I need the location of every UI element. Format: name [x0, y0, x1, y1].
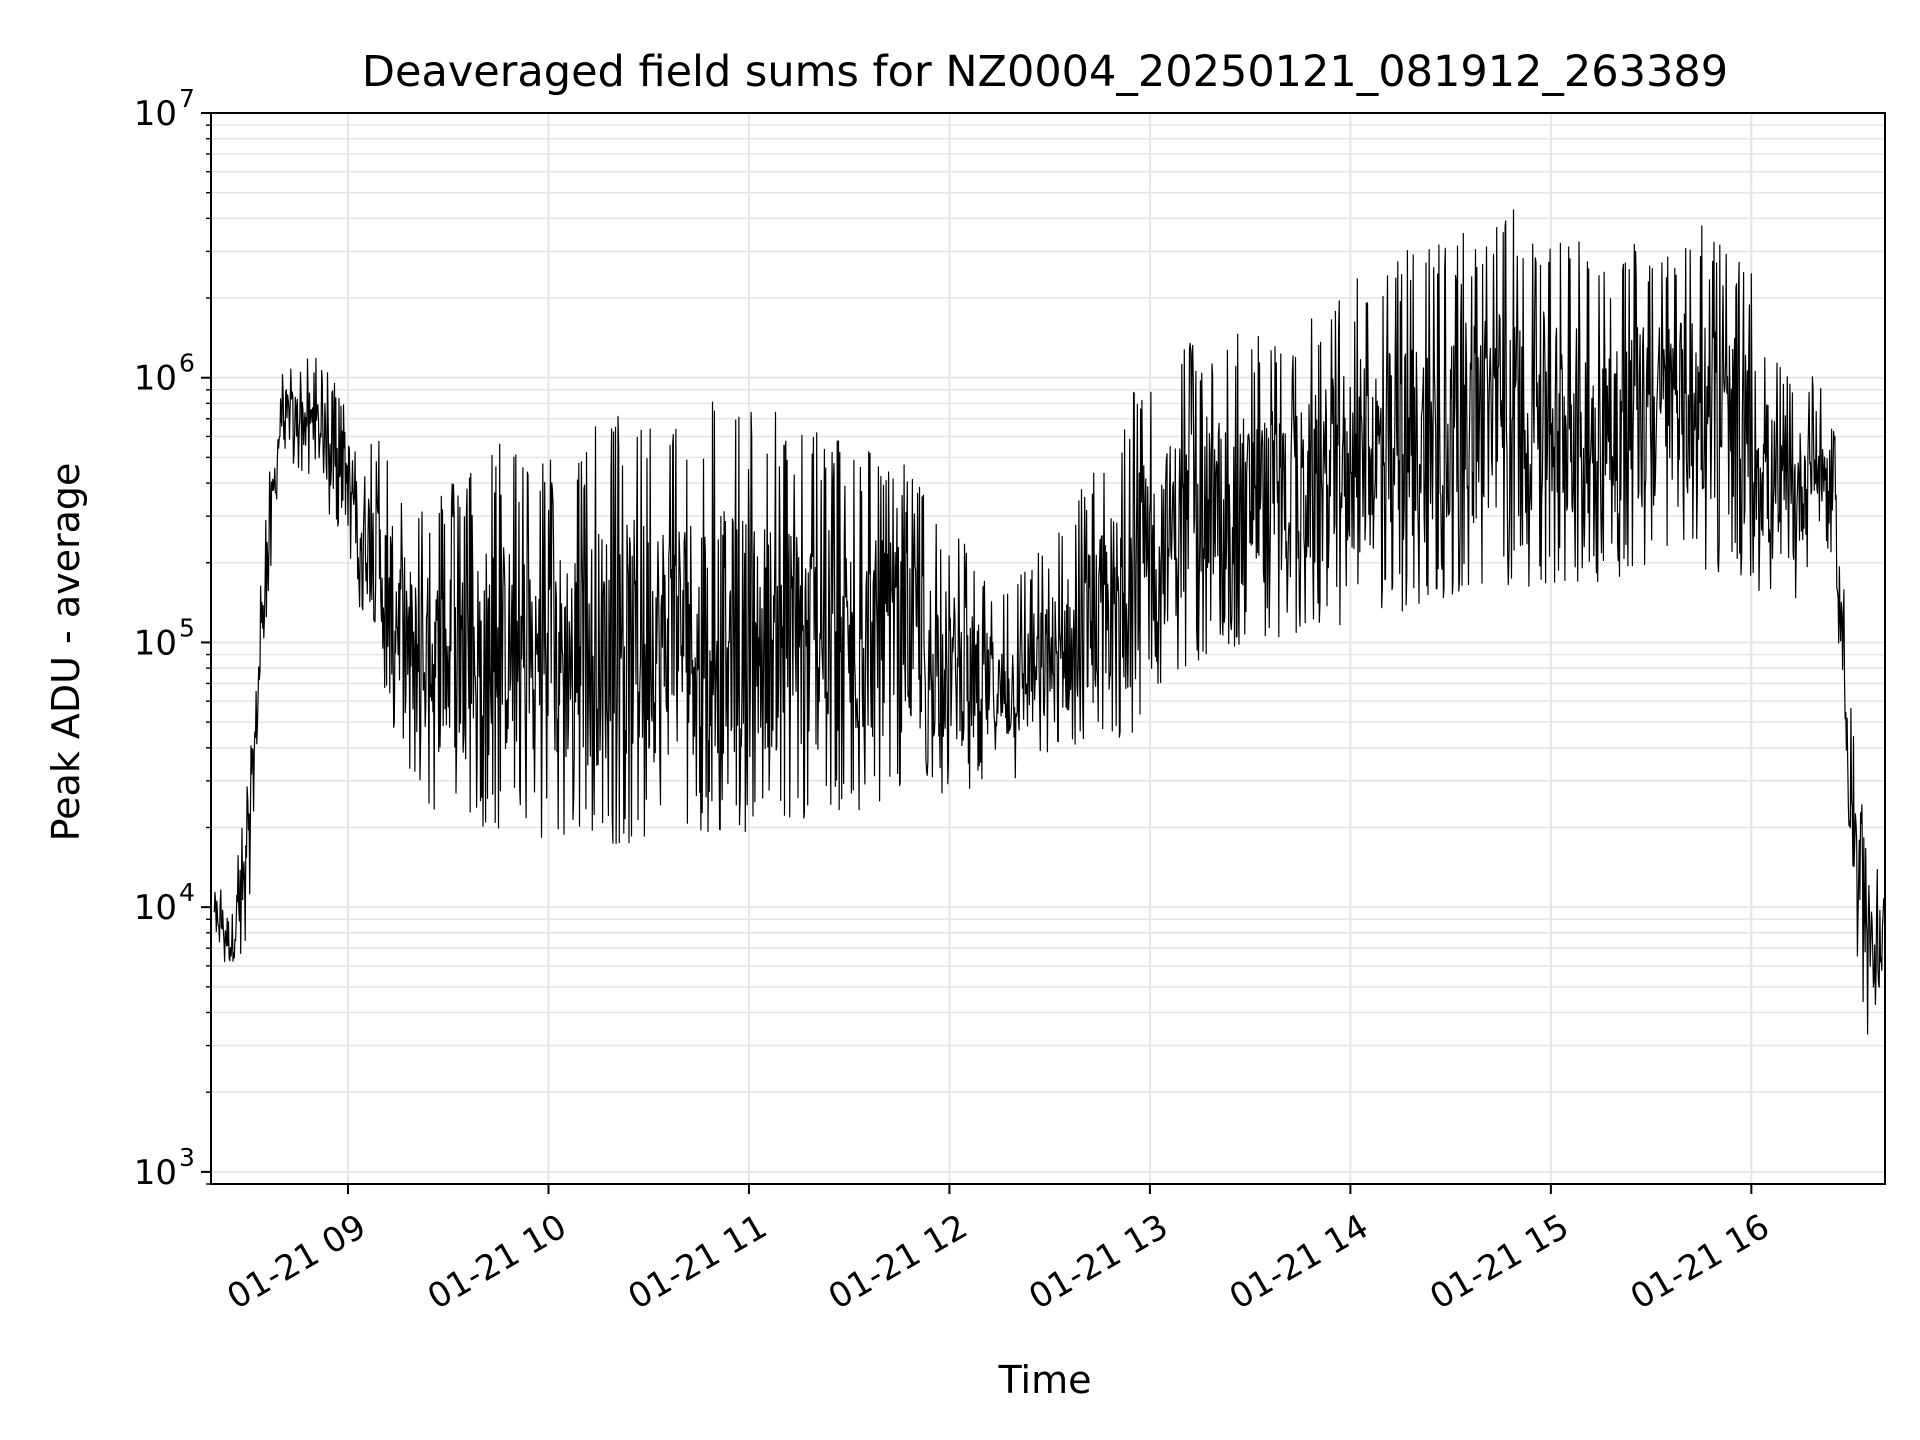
plot-frame — [210, 112, 1886, 1185]
grid-layer — [211, 113, 1885, 1185]
y-tick-label: 10 — [134, 1153, 177, 1193]
x-axis-label: Time — [998, 1358, 1092, 1402]
series-line — [213, 209, 1886, 1035]
y-tick-label: 10 — [134, 888, 177, 928]
y-axis-label: Peak ADU - average — [44, 463, 88, 842]
data-layer — [213, 209, 1886, 1035]
y-tick-label: 10 — [134, 623, 177, 663]
y-tick-label: 10 — [134, 359, 177, 399]
y-tick-exponent: 4 — [179, 878, 195, 907]
y-tick-exponent: 5 — [179, 613, 195, 642]
y-tick-label: 10 — [134, 94, 177, 134]
chart-title: Deaveraged field sums for NZ0004_2025012… — [362, 47, 1728, 97]
y-tick-exponent: 7 — [179, 84, 195, 113]
y-tick-exponent: 6 — [179, 349, 195, 378]
y-tick-exponent: 3 — [179, 1143, 195, 1172]
